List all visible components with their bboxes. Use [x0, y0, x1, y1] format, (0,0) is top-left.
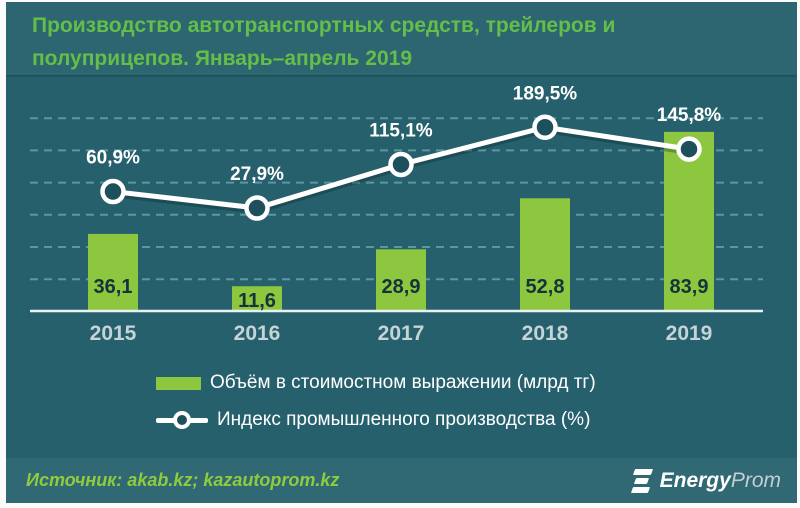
line-value-label-2016: 27,9%: [230, 164, 284, 185]
x-axis-label-2019: 2019: [666, 322, 713, 345]
bar-2017: [376, 249, 426, 311]
line-series-swatch: [156, 408, 208, 432]
line-value-label-2018: 189,5%: [513, 83, 578, 104]
line-marker-2016: [244, 195, 270, 221]
legend-item-volume: Объём в стоимостном выражении (млрд тг): [156, 371, 596, 395]
brand-text-prom: Prom: [730, 468, 781, 492]
source-text: Источник: akab.kz; kazautoprom.kz: [26, 470, 340, 490]
x-axis-label-2018: 2018: [522, 322, 569, 345]
legend-label-index: Индекс промышленного производства (%): [217, 409, 591, 430]
bar-value-label-2015: 36,1: [94, 276, 133, 298]
bar-2015: [88, 233, 138, 311]
chart-card: 36,1 11,6 28,9 52,8 83,9 2015 2016 2017 2018 2019…: [6, 2, 797, 503]
page-title-line-2: полуприцепов. Январь–апрель 2019: [32, 47, 413, 70]
title-band: Производство автотранспортных средств, т…: [6, 2, 797, 75]
line-value-label-2017: 115,1%: [369, 120, 432, 141]
brand-text: EnergyProm: [660, 469, 781, 493]
legend: Объём в стоимостном выражении (млрд тг) …: [156, 371, 596, 432]
x-axis-label-2016: 2016: [234, 322, 281, 345]
legend-item-index: Индекс промышленного производства (%): [156, 408, 596, 432]
bar-value-label-2018: 52,8: [526, 276, 565, 298]
brand-text-energy: Energy: [659, 468, 731, 492]
footer-band: Источник: akab.kz; kazautoprom.kz Energy…: [6, 458, 797, 503]
line-marker-2017: [388, 151, 414, 178]
page-title-line-1: Производство автотранспортных средств, т…: [32, 14, 616, 37]
bar-2018: [520, 198, 570, 311]
bar-value-label-2017: 28,9: [382, 276, 421, 298]
legend-label-volume: Объём в стоимостном выражении (млрд тг): [210, 372, 596, 393]
bar-value-label-2019: 83,9: [670, 276, 709, 298]
energyprom-e-icon: [628, 467, 654, 495]
line-value-label-2019: 145,8%: [657, 105, 722, 126]
bar-2016: [232, 286, 282, 311]
legend-marker-icon: [173, 411, 191, 429]
line-marker-2015: [100, 178, 126, 205]
bar-series-swatch: [156, 376, 201, 390]
energyprom-logo: EnergyProm: [628, 458, 781, 503]
bar-value-label-2016: 11,6: [238, 290, 276, 312]
x-axis-label-2015: 2015: [90, 322, 137, 345]
x-axis-label-2017: 2017: [378, 322, 425, 345]
line-marker-2018: [532, 114, 558, 140]
chart-canvas: 36,1 11,6 28,9 52,8 83,9 2015 2016 2017 2018 2019…: [30, 83, 763, 345]
line-marker-2019: [676, 136, 702, 162]
line-value-label-2015: 60,9%: [86, 148, 140, 169]
page-title: Производство автотранспортных средств, т…: [32, 9, 615, 75]
